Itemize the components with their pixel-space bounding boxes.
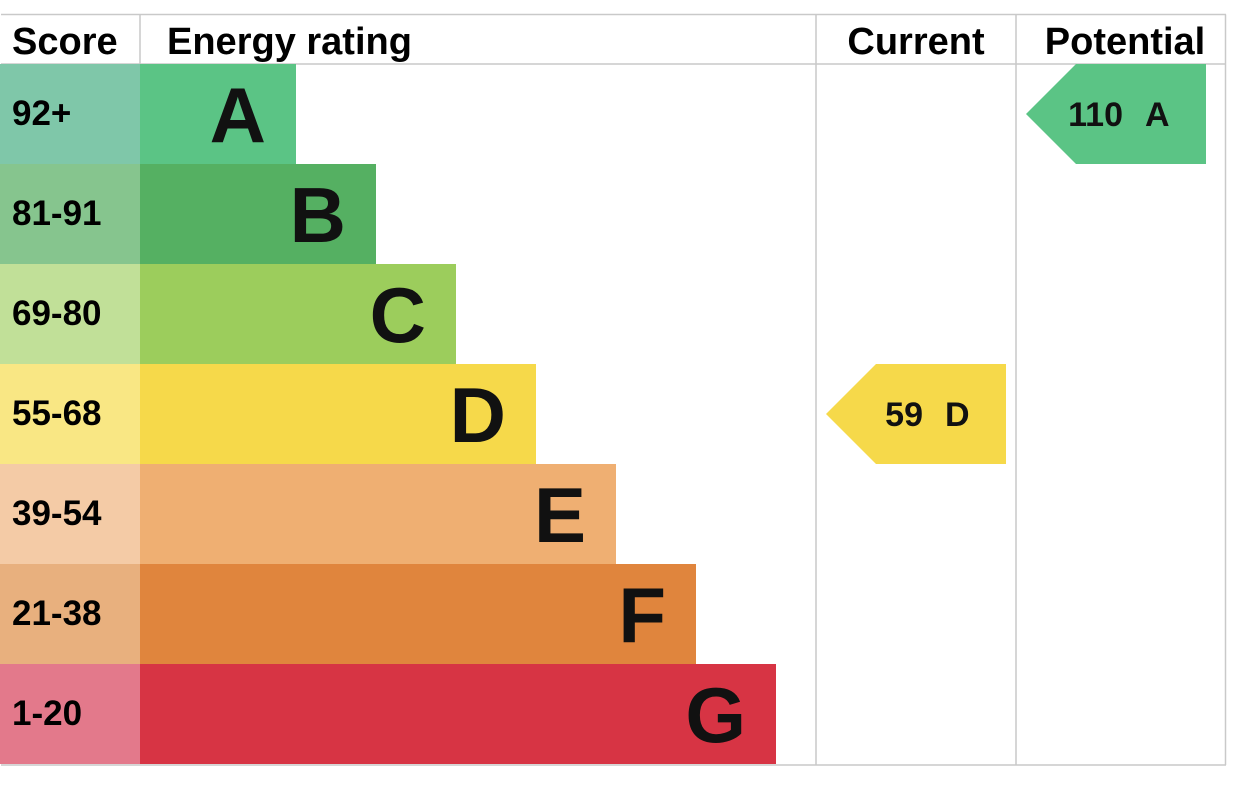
- header-potential: Potential: [1045, 21, 1205, 63]
- band-letter-e: E: [534, 471, 586, 559]
- range-label-a: 92+: [12, 94, 71, 133]
- band-bar-d: [140, 364, 536, 464]
- range-cell-f: [0, 564, 140, 664]
- band-letter-b: B: [290, 171, 346, 259]
- current-score-value: 59: [885, 396, 923, 434]
- range-label-c: 69-80: [12, 294, 102, 333]
- range-label-b: 81-91: [12, 194, 102, 233]
- range-cell-c: [0, 264, 140, 364]
- band-letter-g: G: [685, 671, 746, 759]
- range-cell-b: [0, 164, 140, 264]
- range-cell-a: [0, 64, 140, 164]
- band-bar-c: [140, 264, 456, 364]
- band-bar-g: [140, 664, 776, 764]
- band-bar-f: [140, 564, 696, 664]
- band-bar-a: [140, 64, 296, 164]
- range-label-g: 1-20: [12, 694, 82, 733]
- range-label-e: 39-54: [12, 494, 102, 533]
- header-energy-rating: Energy rating: [167, 21, 412, 63]
- band-letter-c: C: [370, 271, 426, 359]
- range-cell-g: [0, 664, 140, 764]
- band-bar-e: [140, 464, 616, 564]
- range-cell-e: [0, 464, 140, 564]
- band-letter-d: D: [450, 371, 506, 459]
- rating-bands: 92+ A 81-91 B 69-80 C 55-68 D 39-54 E 21-38 F 1-20 G: [0, 64, 776, 764]
- potential-rating-arrow: [1026, 64, 1206, 164]
- header-score: Score: [12, 21, 118, 63]
- band-bar-b: [140, 164, 376, 264]
- current-rating-letter: D: [945, 396, 970, 434]
- potential-rating-letter: A: [1145, 96, 1170, 134]
- band-letter-a: A: [210, 71, 266, 159]
- range-label-d: 55-68: [12, 394, 102, 433]
- potential-score-value: 110: [1068, 96, 1123, 134]
- range-label-f: 21-38: [12, 594, 102, 633]
- band-letter-f: F: [618, 571, 666, 659]
- rating-arrows: 59 D 110 A: [826, 64, 1206, 464]
- current-rating-arrow: [826, 364, 1006, 464]
- header-current: Current: [847, 21, 985, 63]
- range-cell-d: [0, 364, 140, 464]
- column-headers: Score Energy rating Current Potential: [12, 21, 1205, 63]
